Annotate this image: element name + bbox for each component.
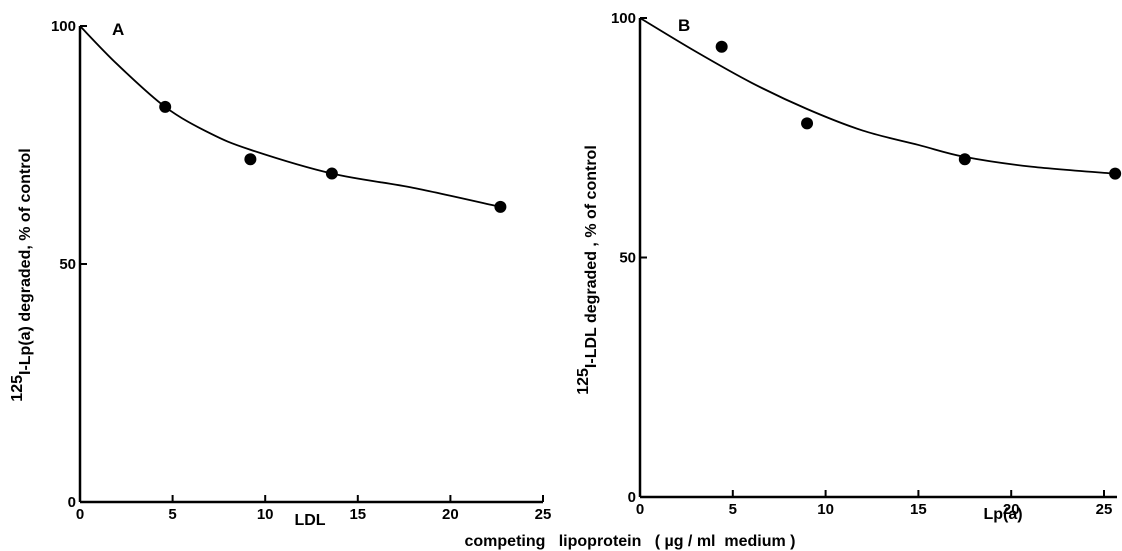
data-point-b [958,153,971,166]
y-axis-label-superscript-b: 125 [575,368,592,395]
y-tick-label-a: 50 [59,256,76,273]
y-axis-label-text-b: I-LDL degraded , [583,238,600,368]
chart-panel-b: B 125I-LDL degraded , % of control Lp(a)… [575,10,1122,523]
x-tick-label-a: 15 [349,506,366,523]
y-axis-label-b: 125I-LDL degraded , % of control [575,145,601,395]
fit-curve-a [79,25,501,208]
y-axis-label-superscript-a: 125 [9,375,26,402]
data-point-b [1109,167,1122,180]
shared-x-axis-label: competing lipoprotein ( µg / ml medium ) [465,533,796,550]
data-point-a [325,167,338,180]
fit-curve-b [639,17,1116,175]
x-tick-label-b: 0 [636,501,644,518]
data-point-a [159,100,172,113]
x-tick-label-a: 5 [168,506,176,523]
y-axis-label-unit-b: % of control [583,145,600,237]
y-axis-label-a: 125I-Lp(a) degraded, % of control [9,148,35,401]
data-point-a [244,153,257,166]
chart-panel-a: A 125I-Lp(a) degraded, % of control LDL … [9,18,552,529]
data-point-a [494,200,507,213]
x-tick-label-a: 0 [76,506,84,523]
panel-label-a: A [112,20,124,39]
y-axis-label-unit-a: % of control [17,148,34,240]
y-tick-label-b: 50 [619,250,636,267]
x-tick-label-b: 5 [729,501,737,518]
x-tick-label-a: 20 [442,506,459,523]
y-tick-label-a: 0 [68,494,76,511]
x-tick-label-a: 25 [535,506,552,523]
x-axis-label-b: Lp(a) [983,506,1022,523]
y-tick-label-b: 100 [611,10,636,27]
x-tick-label-a: 10 [257,506,274,523]
y-axis-label-text-a: I-Lp(a) degraded, [17,241,34,375]
y-tick-label-a: 100 [51,18,76,35]
x-tick-label-b: 25 [1096,501,1113,518]
x-tick-label-b: 10 [817,501,834,518]
data-point-b [715,40,728,53]
x-tick-label-b: 15 [910,501,927,518]
data-point-b [801,117,814,130]
x-axis-label-a: LDL [294,512,325,529]
panel-label-b: B [678,16,690,35]
x-tick-label-b: 20 [1003,501,1020,518]
y-tick-label-b: 0 [628,489,636,506]
